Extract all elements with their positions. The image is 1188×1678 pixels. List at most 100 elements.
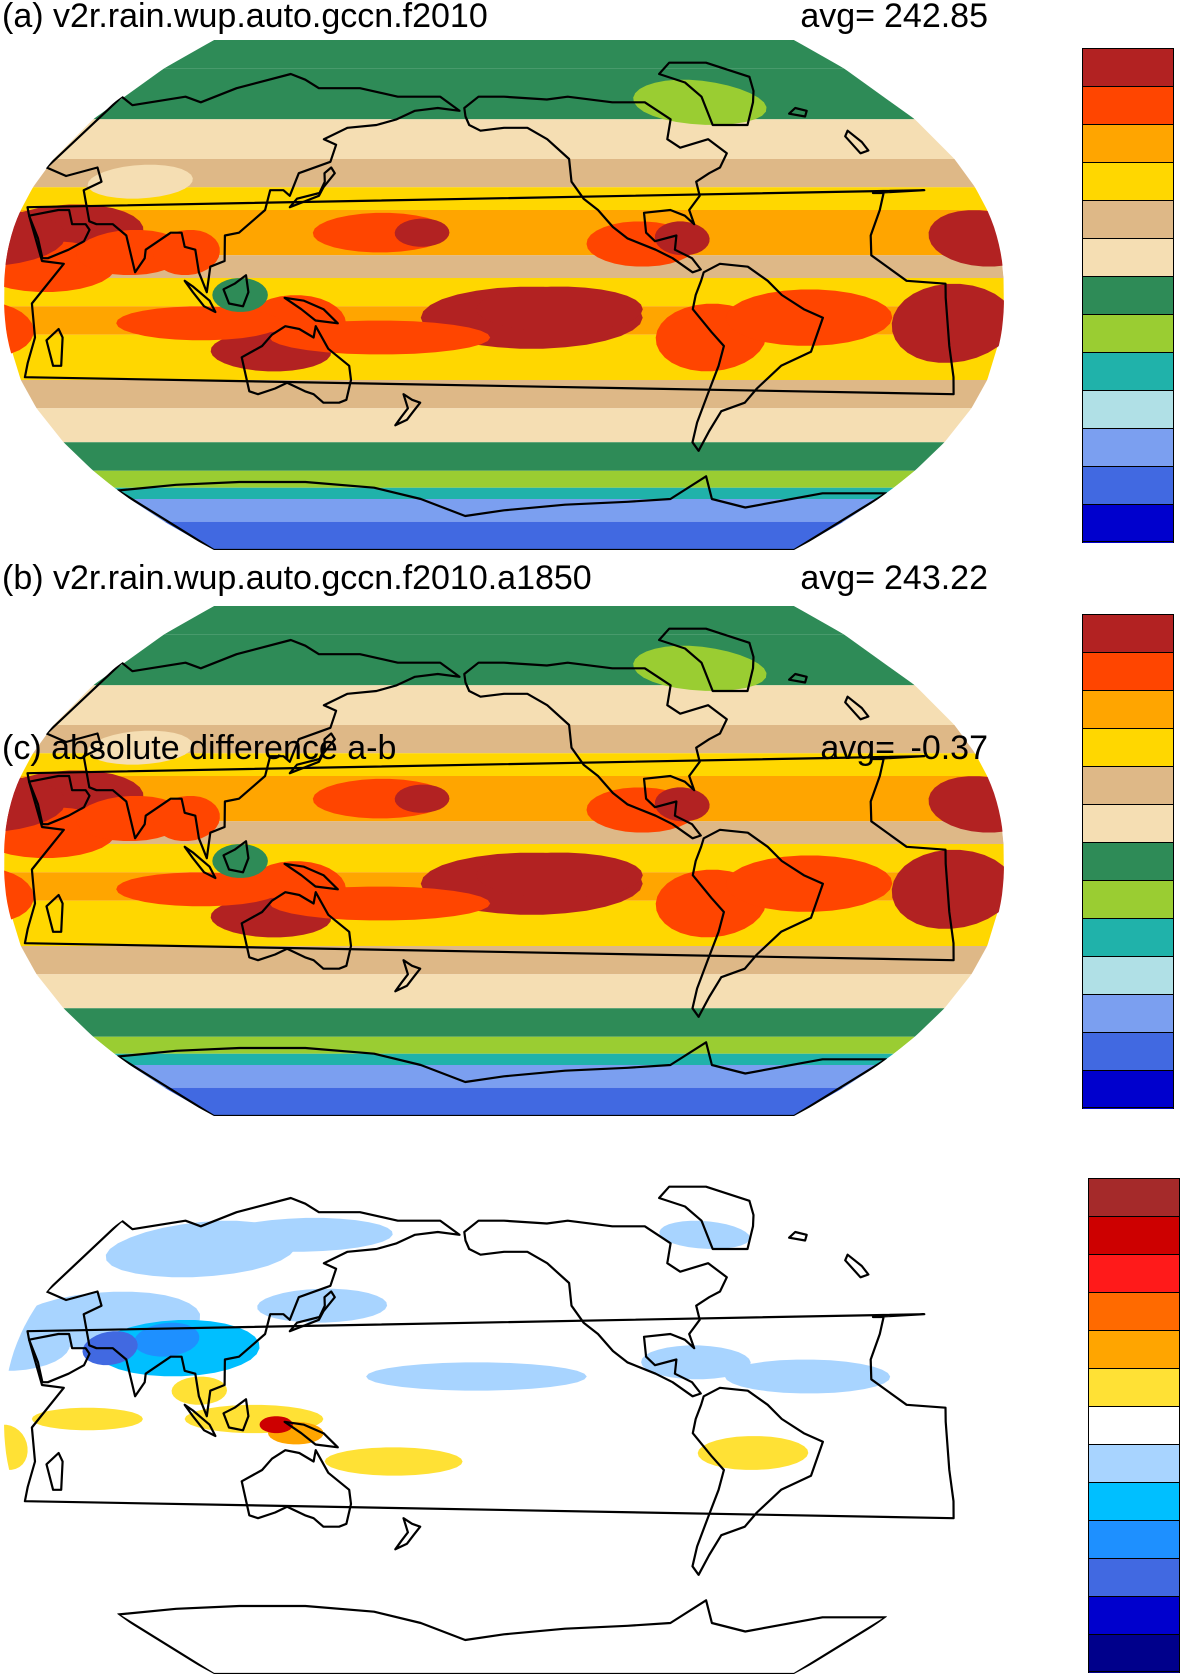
map-field bbox=[4, 40, 1004, 550]
field-patch bbox=[724, 1359, 891, 1394]
latitude-band bbox=[93, 470, 915, 488]
field-patch bbox=[212, 844, 268, 878]
colorbar-swatch bbox=[1088, 1558, 1180, 1597]
avg-label: avg= bbox=[820, 729, 895, 767]
colorbar-swatch bbox=[1082, 466, 1174, 505]
coastline bbox=[23, 189, 955, 396]
latitude-band bbox=[32, 159, 976, 188]
coastline bbox=[691, 262, 824, 452]
latitude-band bbox=[4, 255, 1004, 278]
latitude-band bbox=[6, 210, 1002, 256]
field-patch bbox=[212, 278, 268, 312]
global-map bbox=[4, 40, 1004, 550]
global-map bbox=[4, 606, 1004, 1116]
coastline bbox=[240, 1449, 353, 1528]
field-patch bbox=[633, 645, 767, 691]
coastline bbox=[183, 279, 217, 314]
field-patch bbox=[259, 1416, 293, 1434]
coastline bbox=[658, 1185, 755, 1251]
coastline bbox=[283, 296, 339, 325]
field-patch bbox=[269, 320, 491, 355]
latitude-band bbox=[114, 1053, 894, 1065]
colorbar-swatch bbox=[1082, 1070, 1174, 1109]
colorbar-swatch bbox=[1088, 1254, 1180, 1293]
coastline bbox=[28, 208, 91, 260]
colorbar-swatch bbox=[1088, 1368, 1180, 1407]
colorbar-swatch bbox=[1082, 842, 1174, 881]
field-patch bbox=[891, 849, 1004, 929]
field-patch bbox=[394, 218, 450, 247]
field-patch bbox=[269, 886, 491, 921]
field-patch bbox=[394, 784, 450, 813]
coastline bbox=[463, 95, 728, 274]
coastlines bbox=[23, 627, 955, 1116]
coastline bbox=[394, 393, 422, 427]
colorbar-swatch bbox=[1082, 504, 1174, 543]
map-field bbox=[4, 1164, 1004, 1674]
field-patch bbox=[697, 1436, 809, 1470]
coastline bbox=[222, 1398, 250, 1432]
field-patch bbox=[213, 1217, 393, 1252]
coastline bbox=[45, 327, 64, 367]
colorbar-swatch bbox=[1082, 390, 1174, 429]
field-patch bbox=[4, 776, 66, 833]
coastlines bbox=[23, 1185, 955, 1674]
coastline bbox=[788, 106, 808, 118]
latitude-band bbox=[53, 685, 955, 725]
field-patch bbox=[476, 852, 643, 898]
colorbar-swatch bbox=[1088, 1292, 1180, 1331]
colorbar-swatch bbox=[1082, 766, 1174, 805]
colorbar-swatch bbox=[1088, 1330, 1180, 1369]
coastline bbox=[844, 695, 870, 721]
coastline bbox=[45, 893, 64, 933]
coastline bbox=[28, 1332, 91, 1384]
avg-value: -0.37 bbox=[910, 729, 989, 767]
coastline bbox=[463, 1219, 728, 1398]
field-patch bbox=[134, 1322, 200, 1357]
coastline bbox=[240, 891, 353, 970]
latitude-band bbox=[36, 408, 972, 443]
coastline bbox=[283, 1420, 339, 1449]
field-patch bbox=[31, 1407, 143, 1431]
latitude-band bbox=[6, 776, 1002, 822]
colorbar-swatch bbox=[1088, 1596, 1180, 1635]
coastline bbox=[283, 862, 339, 891]
field-patch bbox=[641, 1345, 751, 1380]
field-patch bbox=[87, 730, 193, 765]
colorbar-swatch bbox=[1082, 162, 1174, 201]
latitude-band bbox=[164, 521, 844, 550]
coastline bbox=[691, 828, 824, 1018]
latitude-band bbox=[20, 946, 988, 975]
colorbar: 285270255240225210195180165150135120 bbox=[1082, 614, 1188, 1109]
map-background bbox=[4, 1164, 1004, 1674]
coastline bbox=[23, 755, 955, 962]
colorbar-swatch bbox=[1088, 1520, 1180, 1559]
coastline bbox=[288, 1290, 336, 1333]
field-patch bbox=[171, 1376, 227, 1405]
field-patch bbox=[633, 79, 767, 125]
avg-label: avg= bbox=[800, 559, 875, 597]
colorbar-swatch bbox=[1082, 124, 1174, 163]
map-field bbox=[4, 606, 1004, 1116]
latitude-band bbox=[32, 725, 976, 754]
avg-value: 243.22 bbox=[884, 559, 988, 597]
colorbar-swatch bbox=[1082, 48, 1174, 87]
coastline bbox=[394, 959, 422, 993]
latitude-band bbox=[20, 380, 988, 409]
field-patch bbox=[87, 164, 193, 199]
field-patch bbox=[4, 210, 66, 267]
colorbar-swatch bbox=[1088, 1406, 1180, 1445]
avg-label: avg= bbox=[800, 0, 875, 35]
coastline bbox=[463, 661, 728, 840]
field-patch bbox=[153, 230, 220, 275]
colorbar-swatch bbox=[1088, 1634, 1180, 1673]
panel-title: (b) v2r.rain.wup.auto.gccn.f2010.a1850 bbox=[2, 559, 592, 597]
latitude-band bbox=[4, 821, 1004, 844]
colorbar-swatch bbox=[1082, 728, 1174, 767]
field-patch bbox=[476, 286, 643, 332]
colorbar-swatch bbox=[1082, 994, 1174, 1033]
panel-title: (a) v2r.rain.wup.auto.gccn.f2010 bbox=[2, 0, 488, 35]
colorbar-swatch bbox=[1082, 652, 1174, 691]
field-patch bbox=[116, 872, 283, 907]
coastline bbox=[788, 1230, 808, 1242]
